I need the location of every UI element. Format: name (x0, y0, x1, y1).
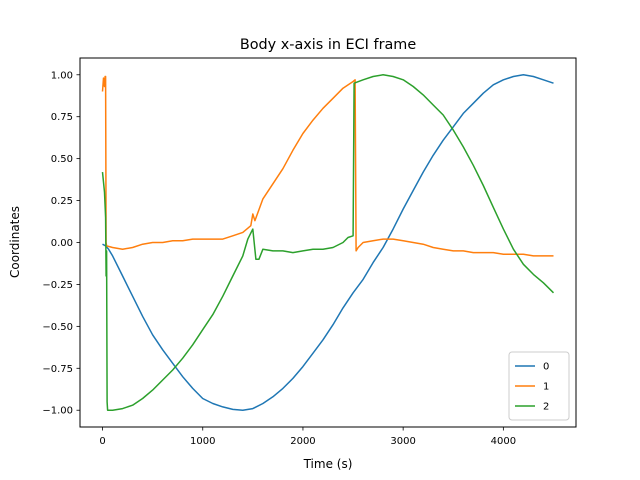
y-tick-label: 0.75 (51, 112, 73, 123)
series-line-1 (101, 75, 554, 257)
x-axis-label: Time (s) (303, 457, 353, 471)
y-tick-label: −1.00 (42, 406, 73, 417)
legend-label-1: 1 (543, 382, 549, 393)
y-tick-label: −0.75 (42, 364, 73, 375)
x-tick-label: 0 (99, 436, 105, 447)
x-tick-label: 2000 (290, 436, 315, 447)
y-axis-ticks: −1.00 −0.75 −0.50 −0.25 0.00 0.25 0.50 0.75 1.00 (42, 70, 80, 417)
legend-label-2: 2 (543, 402, 549, 413)
y-tick-label: 1.00 (51, 70, 73, 81)
y-axis-label: Coordinates (8, 206, 22, 278)
legend-box (508, 351, 570, 421)
y-tick-label: 0.00 (51, 238, 73, 249)
y-tick-label: −0.50 (42, 322, 73, 333)
y-tick-label: −0.25 (42, 280, 73, 291)
x-tick-label: 4000 (491, 436, 516, 447)
series-line-2 (101, 74, 555, 411)
x-tick-label: 3000 (390, 436, 415, 447)
y-tick-label: 0.50 (51, 154, 73, 165)
legend-label-0: 0 (543, 362, 549, 373)
y-tick-label: 0.25 (51, 196, 73, 207)
series-layer (101, 74, 555, 411)
legend: 0 1 2 (508, 351, 570, 421)
series-line-0 (102, 74, 554, 411)
x-axis-ticks: 0 1000 2000 3000 4000 (99, 427, 516, 447)
chart-title: Body x-axis in ECI frame (240, 37, 416, 53)
x-tick-label: 1000 (190, 436, 215, 447)
